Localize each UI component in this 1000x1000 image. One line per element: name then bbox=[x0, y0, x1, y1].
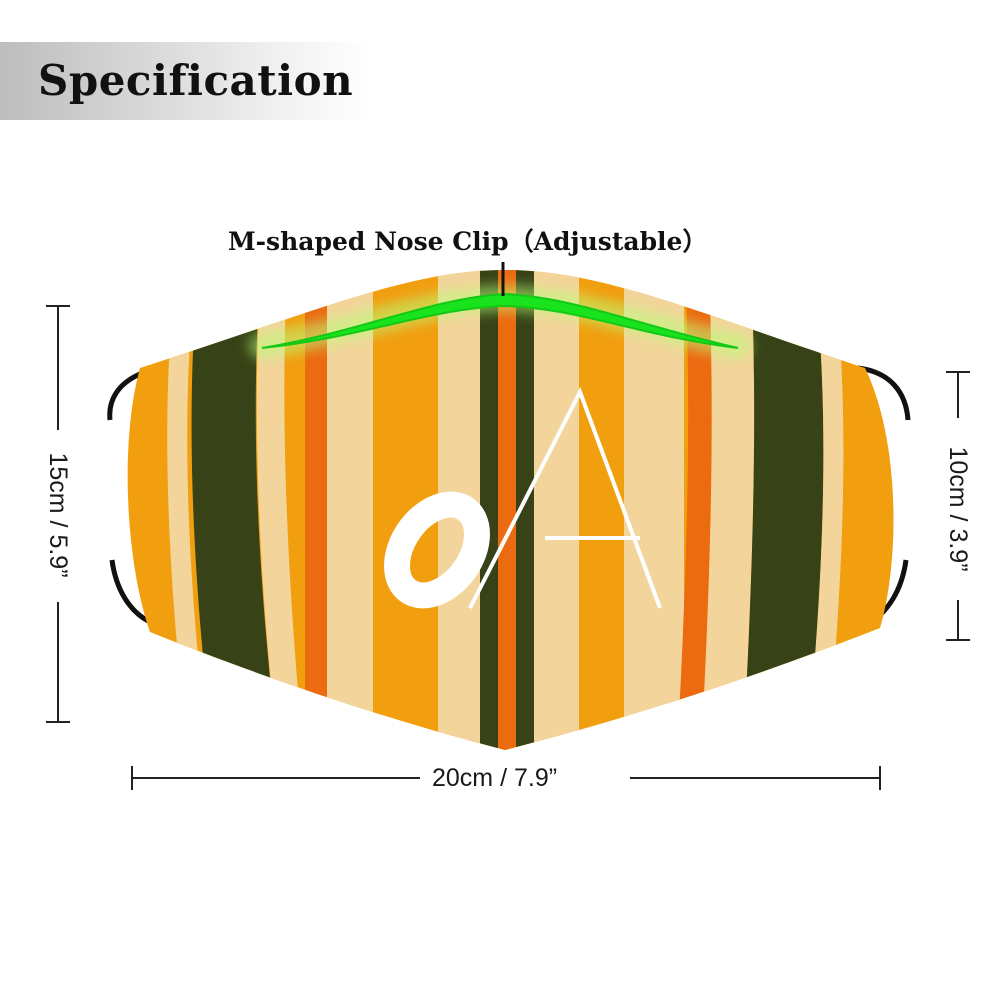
width-dimension-text: 20cm / 7.9” bbox=[432, 764, 558, 792]
width-dimension-line bbox=[131, 766, 881, 790]
depth-dimension-line bbox=[946, 371, 970, 641]
height-dimension-text: 15cm / 5.9” bbox=[44, 452, 72, 578]
mask-body bbox=[127, 270, 894, 750]
nose-clip-label: M-shaped Nose Clip（Adjustable） bbox=[228, 227, 708, 256]
nose-clip bbox=[249, 284, 751, 359]
depth-dimension-text: 10cm / 3.9” bbox=[944, 446, 972, 572]
page-title: Specification bbox=[38, 56, 354, 105]
left-ear-loop bbox=[107, 369, 152, 625]
mask-print-oa bbox=[384, 387, 662, 609]
height-dimension-line bbox=[46, 305, 70, 723]
header-banner bbox=[0, 42, 372, 120]
